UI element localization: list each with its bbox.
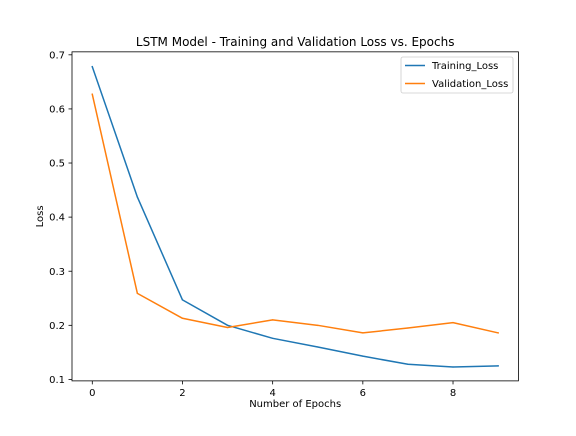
data-point-validation-loss [407, 327, 409, 329]
series-line-training-loss [91, 65, 499, 368]
data-point-validation-loss [272, 319, 274, 321]
y-tick-label: 0.5 [49, 159, 65, 170]
x-tick-label: 6 [360, 388, 366, 399]
series-layer [91, 65, 500, 368]
y-tick-label: 0.7 [49, 50, 65, 61]
data-point-training-loss [136, 196, 138, 198]
x-tick-label: 8 [450, 388, 456, 399]
data-point-training-loss [497, 365, 499, 367]
data-point-training-loss [362, 355, 364, 357]
y-tick-label: 0.6 [49, 105, 65, 116]
data-point-validation-loss [136, 292, 138, 294]
y-tick-label: 0.3 [49, 267, 65, 278]
y-tick-label: 0.4 [49, 213, 65, 224]
x-axis-ticks: 0 2 4 6 8 [89, 380, 456, 399]
y-tick-label: 0.2 [49, 321, 65, 332]
legend-box [400, 56, 514, 94]
x-tick-label: 4 [269, 388, 275, 399]
data-point-training-loss [317, 346, 319, 348]
series-line-validation-loss [91, 93, 500, 334]
chart-title: LSTM Model - Training and Validation Los… [136, 35, 455, 49]
x-axis-label: Number of Epochs [249, 399, 341, 410]
y-axis-ticks: 0.1 0.2 0.3 0.4 0.5 0.6 0.7 [49, 50, 72, 386]
data-point-validation-loss [497, 332, 499, 334]
data-point-training-loss [226, 324, 229, 326]
data-point-validation-loss [452, 322, 454, 324]
data-point-training-loss [91, 66, 93, 68]
data-point-training-loss [407, 363, 409, 365]
data-point-validation-loss [181, 317, 184, 319]
data-point-validation-loss [362, 332, 364, 334]
legend-label-validation-loss: Validation_Loss [432, 79, 508, 90]
x-tick-label: 2 [179, 388, 185, 399]
data-point-validation-loss [317, 324, 319, 326]
data-point-training-loss [452, 366, 454, 368]
legend: Training_Loss Validation_Loss [400, 56, 514, 94]
data-point-validation-loss [91, 93, 93, 95]
legend-label-training-loss: Training_Loss [431, 61, 498, 72]
data-point-training-loss [181, 299, 184, 301]
y-axis-label: Loss [35, 205, 46, 227]
data-point-validation-loss [226, 326, 229, 329]
data-point-training-loss [272, 337, 274, 339]
x-tick-label: 0 [89, 388, 95, 399]
y-tick-label: 0.1 [49, 375, 65, 386]
plot-frame [71, 51, 519, 382]
